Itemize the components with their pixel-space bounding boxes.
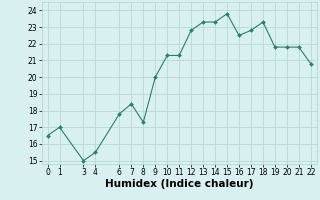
X-axis label: Humidex (Indice chaleur): Humidex (Indice chaleur) <box>105 179 253 189</box>
